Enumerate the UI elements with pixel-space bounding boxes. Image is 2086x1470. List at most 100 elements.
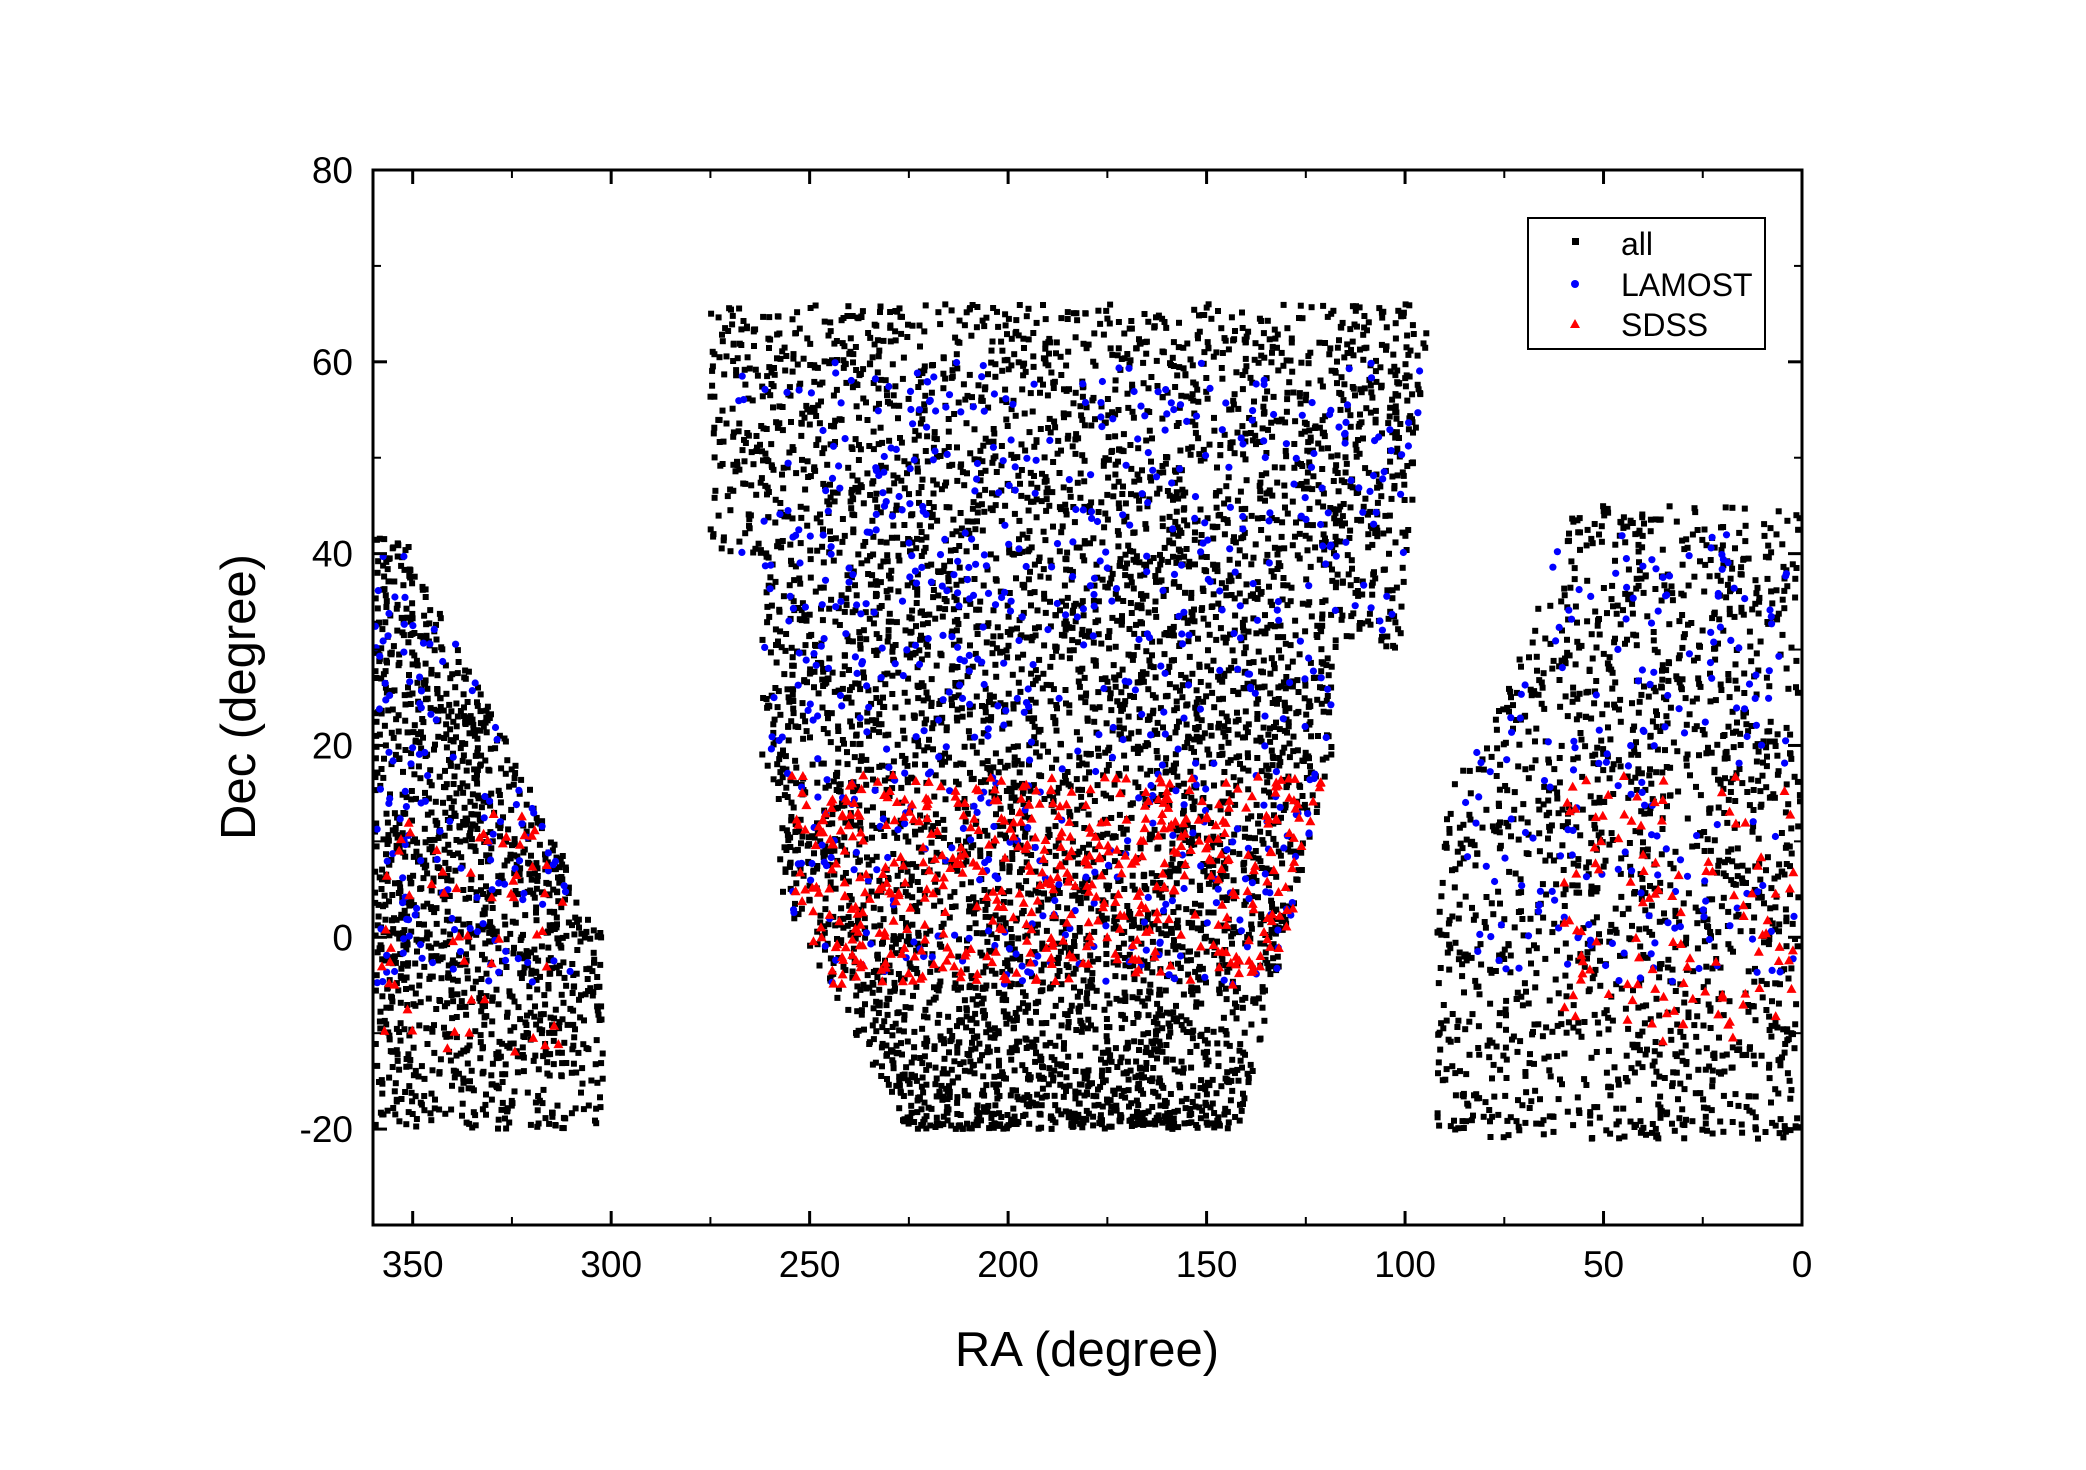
data-point-all — [1320, 708, 1327, 715]
data-point-all — [986, 1026, 993, 1033]
data-point-all — [1323, 662, 1330, 669]
data-point-all — [1055, 904, 1062, 911]
data-point-all — [870, 428, 877, 435]
data-point-all — [396, 651, 403, 658]
data-point-all — [834, 489, 841, 496]
data-point-all — [503, 838, 510, 845]
data-point-all — [1058, 447, 1064, 454]
data-point-all — [381, 892, 388, 899]
data-point-all — [1160, 349, 1167, 356]
data-point-all — [775, 688, 782, 695]
data-point-all — [411, 652, 418, 659]
data-point-all — [1141, 958, 1148, 965]
data-point-all — [1071, 943, 1078, 949]
data-point-all — [1143, 525, 1150, 532]
data-point-all — [1267, 725, 1273, 732]
data-point-all — [469, 944, 476, 951]
data-point-all — [568, 1069, 575, 1076]
data-point-all — [942, 301, 949, 308]
data-point-all — [791, 870, 798, 877]
data-point-all — [477, 1039, 484, 1046]
data-point-all — [1368, 582, 1375, 589]
data-point-all — [1365, 618, 1372, 625]
data-point-all — [479, 911, 486, 918]
data-point-all — [983, 1082, 990, 1089]
data-point-all — [1279, 749, 1286, 756]
data-point-all — [881, 1018, 888, 1025]
data-point-all — [1201, 868, 1208, 875]
data-point-all — [1250, 996, 1257, 1003]
data-point-all — [1082, 310, 1089, 317]
data-point-all — [1174, 1107, 1181, 1114]
data-point-all — [1265, 426, 1271, 433]
data-point-all — [839, 340, 846, 347]
data-point-all — [503, 936, 510, 943]
data-point-all — [870, 380, 877, 386]
data-point-all — [792, 563, 799, 570]
data-point-all — [1193, 1042, 1200, 1049]
data-point-all — [814, 547, 821, 554]
data-point-all — [549, 1113, 556, 1120]
data-point-all — [1251, 421, 1258, 428]
data-point-all — [435, 835, 442, 841]
data-point-all — [1192, 422, 1199, 429]
data-point-all — [464, 1060, 471, 1067]
data-point-all — [742, 440, 749, 446]
data-point-all — [431, 1105, 438, 1112]
data-point-all — [555, 1049, 562, 1056]
data-point-all — [1117, 556, 1124, 563]
data-point-all — [772, 578, 779, 585]
data-point-all — [385, 837, 392, 844]
data-point-all — [1013, 1047, 1020, 1054]
data-point-all — [1003, 1020, 1010, 1027]
data-point-all — [1423, 330, 1430, 337]
data-point-all — [947, 1038, 954, 1045]
data-point-all — [1042, 537, 1049, 544]
data-point-all — [992, 502, 999, 509]
data-point-all — [949, 461, 956, 468]
data-point-all — [983, 639, 990, 646]
data-point-all — [877, 424, 884, 431]
data-point-all — [981, 508, 988, 515]
data-point-all — [389, 1064, 396, 1070]
data-point-all — [1233, 889, 1240, 896]
data-point-all — [1182, 372, 1189, 379]
data-point-all — [1347, 504, 1354, 511]
data-point-all — [990, 438, 997, 445]
data-point-all — [1254, 711, 1261, 717]
data-point-all — [1133, 553, 1140, 560]
data-point-all — [764, 704, 771, 711]
data-point-all — [1247, 1061, 1254, 1068]
data-point-all — [397, 888, 404, 895]
data-point-all — [432, 817, 439, 824]
data-point-all — [1227, 440, 1234, 446]
data-point-all — [869, 354, 876, 361]
data-point-all — [885, 633, 892, 640]
data-point-all — [1319, 383, 1326, 390]
data-point-all — [1010, 1105, 1017, 1112]
data-point-all — [1337, 538, 1344, 545]
data-point-all — [397, 1020, 404, 1027]
data-point-all — [1332, 368, 1338, 374]
data-point-all — [1164, 389, 1171, 396]
data-point-all — [1166, 681, 1173, 688]
data-point-all — [954, 365, 961, 372]
data-point-all — [1228, 792, 1235, 799]
data-point-all — [773, 659, 780, 666]
data-point-all — [865, 861, 872, 868]
data-point-all — [779, 348, 786, 355]
data-point-all — [1215, 308, 1221, 314]
data-point-all — [1186, 558, 1193, 565]
data-point-all — [559, 934, 566, 941]
data-point-all — [1008, 451, 1015, 458]
data-point-all — [1052, 643, 1059, 650]
data-point-all — [1173, 724, 1180, 730]
data-point-all — [860, 395, 867, 402]
data-point-all — [831, 423, 838, 430]
data-point-all — [1080, 844, 1087, 851]
data-point-all — [1134, 643, 1141, 650]
data-point-all — [541, 992, 548, 999]
data-point-all — [431, 1022, 437, 1029]
data-point-all — [1232, 988, 1239, 995]
data-point-all — [962, 818, 969, 825]
